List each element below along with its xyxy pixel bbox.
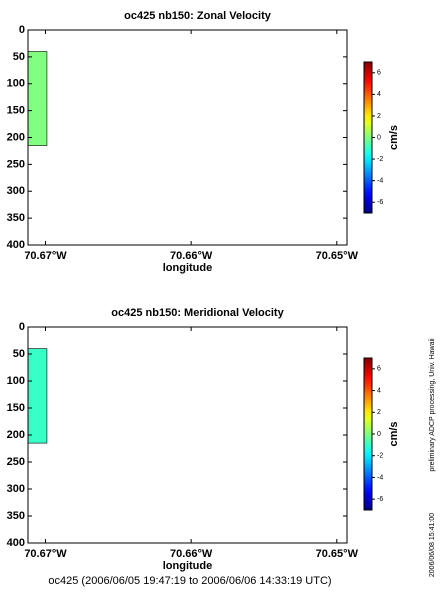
x-tick-label: 70.66°W: [170, 250, 213, 262]
colorbar-tick-label: 2: [377, 113, 381, 120]
y-tick-label: 150: [7, 402, 25, 414]
y-tick-label: 50: [13, 51, 25, 63]
colorbar-tick-label: -2: [377, 453, 383, 460]
y-tick-label: 50: [13, 348, 25, 360]
y-tick-label: 250: [7, 158, 25, 170]
y-tick-label: 100: [7, 375, 25, 387]
contour-cell: [27, 348, 48, 444]
y-tick-label: 0: [19, 321, 25, 333]
chart-title: oc425 nb150: Meridional Velocity: [111, 307, 284, 319]
colorbar-tick-label: 0: [377, 134, 381, 141]
y-tick-label: 350: [7, 510, 25, 522]
colorbar-tick-label: 4: [377, 387, 381, 394]
y-tick-label: 350: [7, 212, 25, 224]
x-axis-label: longitude: [163, 560, 213, 572]
y-tick-label: 0: [19, 24, 25, 36]
plot-frame: [27, 326, 348, 544]
colorbar: [363, 61, 373, 214]
colorbar-tick-label: -6: [377, 496, 383, 503]
side-note: preliminary ADCP processing, Univ. Hawai…: [429, 338, 436, 472]
footer: oc425 (2006/06/05 19:47:19 to 2006/06/06…: [48, 575, 331, 587]
colorbar-tick-label: -2: [377, 156, 383, 163]
y-tick-label: 200: [7, 429, 25, 441]
colorbar-tick-label: -4: [377, 474, 383, 481]
timestamp: 2006/06/08 15:41:00: [429, 513, 436, 577]
x-tick-label: 70.66°W: [170, 548, 213, 560]
x-tick-label: 70.65°W: [316, 250, 359, 262]
colorbar-label: cm/s: [388, 421, 400, 446]
colorbar-tick-label: 6: [377, 70, 381, 77]
chart-title: oc425 nb150: Zonal Velocity: [124, 10, 272, 22]
y-tick-label: 150: [7, 105, 25, 117]
colorbar-tick-label: -6: [377, 199, 383, 206]
y-tick-label: 400: [7, 239, 25, 251]
plot-frame: [27, 29, 348, 246]
colorbar-tick-label: 0: [377, 431, 381, 438]
y-tick-label: 300: [7, 185, 25, 197]
y-tick-label: 200: [7, 131, 25, 143]
y-tick-label: 100: [7, 78, 25, 90]
contour-cell: [27, 51, 48, 146]
colorbar-tick-label: 6: [377, 366, 381, 373]
x-tick-label: 70.65°W: [316, 548, 359, 560]
y-tick-label: 300: [7, 483, 25, 495]
x-tick-label: 70.67°W: [24, 250, 67, 262]
x-axis-label: longitude: [163, 262, 213, 274]
y-tick-label: 400: [7, 537, 25, 549]
colorbar-tick-label: 2: [377, 409, 381, 416]
y-tick-label: 250: [7, 456, 25, 468]
colorbar: [363, 357, 373, 511]
colorbar-label: cm/s: [388, 125, 400, 150]
colorbar-tick-label: -4: [377, 177, 383, 184]
x-tick-label: 70.67°W: [24, 548, 67, 560]
colorbar-tick-label: 4: [377, 91, 381, 98]
